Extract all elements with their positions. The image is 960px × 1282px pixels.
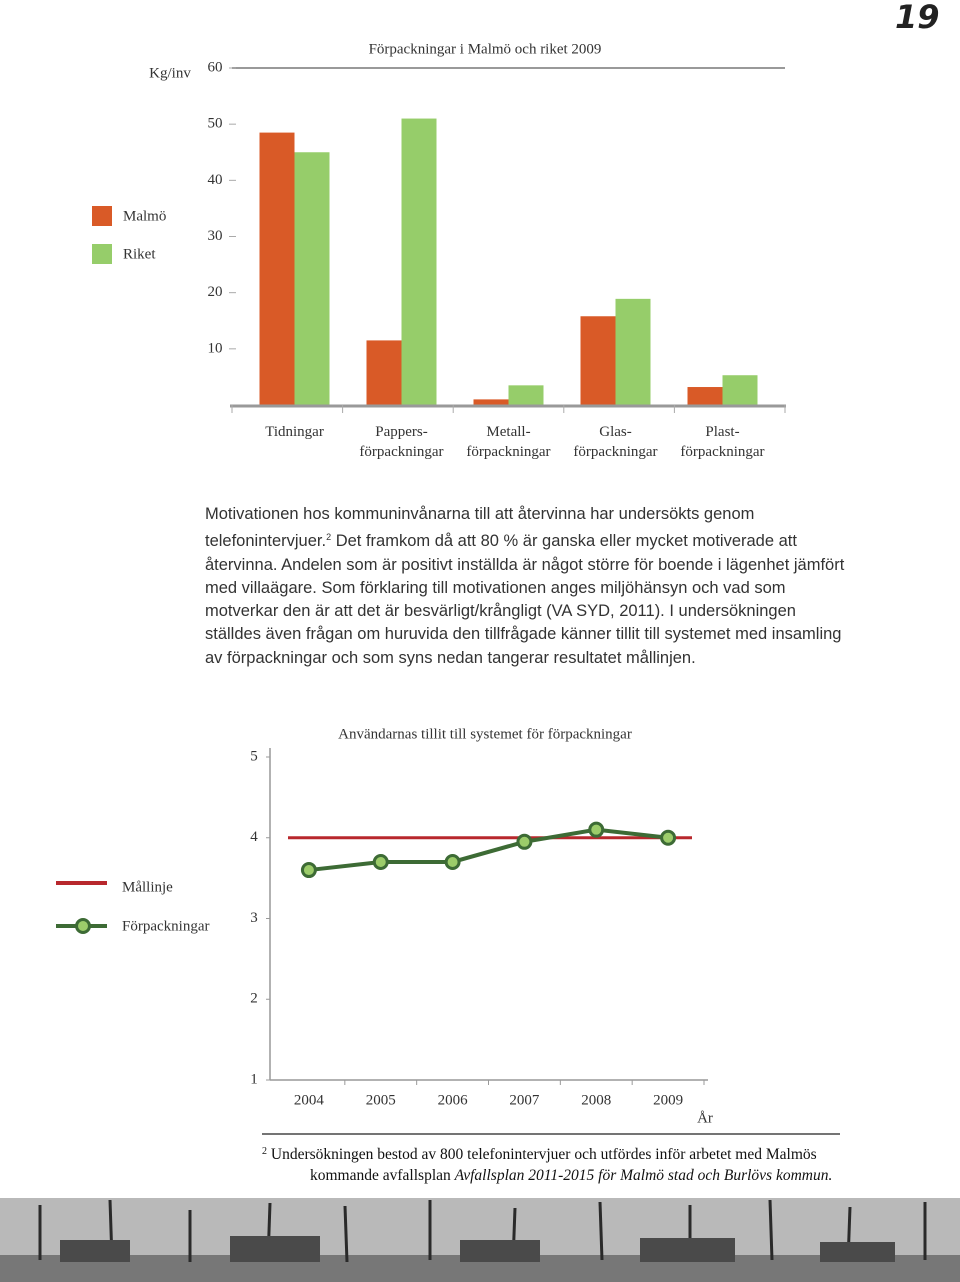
bar <box>259 132 295 405</box>
bar <box>722 375 758 405</box>
text: Motivationen hos kommuninvånarna till at… <box>205 505 755 551</box>
text: Det framkom då att 80 % är ganska eller … <box>205 532 845 667</box>
x-tick-label: Pappers- förpackningar <box>359 424 444 460</box>
point <box>372 853 389 870</box>
footnote: 2 Undersökningen bestod av 800 telefonin… <box>262 1141 847 1186</box>
y-tick-label: 50 <box>208 116 223 132</box>
point <box>300 862 317 879</box>
bar <box>580 316 616 405</box>
bar <box>473 399 509 405</box>
point <box>588 821 605 838</box>
y-axis-label: Kg/inv <box>149 65 191 81</box>
x-axis-label: År <box>697 1110 713 1126</box>
y-tick-label: 20 <box>208 284 223 300</box>
bar <box>508 385 544 405</box>
x-tick-label: 2009 <box>653 1092 683 1108</box>
body-text: Motivationen hos kommuninvånarna till at… <box>205 503 845 670</box>
chart-title: Användarnas tillit till systemet för för… <box>338 726 632 742</box>
x-tick-label: Tidningar <box>265 424 324 440</box>
y-tick-label: 40 <box>208 172 223 188</box>
bar <box>294 152 330 405</box>
y-tick-label: 10 <box>208 340 223 356</box>
photo-band <box>0 1198 960 1282</box>
legend-marker <box>75 918 91 934</box>
x-tick-label: 2008 <box>581 1092 611 1108</box>
y-tick-label: 60 <box>208 59 223 75</box>
chart-title: Förpackningar i Malmö och riket 2009 <box>369 41 602 57</box>
x-tick-label: 2006 <box>438 1092 469 1108</box>
x-tick-label: 2007 <box>509 1092 540 1108</box>
y-tick-label: 2 <box>250 991 258 1007</box>
point <box>516 833 533 850</box>
x-tick-label: Glas- förpackningar <box>573 424 658 460</box>
x-tick-label: Metall- förpackningar <box>466 424 551 460</box>
point <box>444 853 461 870</box>
bar <box>366 340 402 405</box>
page-number: 19 <box>895 0 940 36</box>
legend-label: Riket <box>123 246 156 262</box>
x-tick-label: Plast- förpackningar <box>680 424 765 460</box>
bar <box>615 298 651 405</box>
footnote-ref: 2 <box>326 532 332 543</box>
legend-label: Förpackningar <box>122 918 209 934</box>
text: Avfallsplan 2011-2015 för Malmö stad och… <box>454 1167 833 1184</box>
legend-swatch <box>92 206 112 226</box>
x-tick-label: 2005 <box>366 1092 396 1108</box>
text: Undersökningen bestod av 800 telefoninte… <box>270 1146 817 1184</box>
legend-swatch <box>92 244 112 264</box>
y-tick-label: 4 <box>250 829 258 845</box>
x-tick-label: 2004 <box>294 1092 325 1108</box>
point <box>660 829 677 846</box>
y-tick-label: 30 <box>208 228 223 244</box>
legend-label: Mållinje <box>122 879 173 895</box>
y-tick-label: 1 <box>250 1071 258 1087</box>
series-line <box>308 827 669 873</box>
legend-label: Malmö <box>123 208 166 224</box>
y-tick-label: 5 <box>250 748 258 764</box>
footnote-marker: 2 <box>262 1146 267 1157</box>
bar <box>687 387 723 405</box>
bar <box>401 118 437 406</box>
y-tick-label: 3 <box>250 910 258 926</box>
